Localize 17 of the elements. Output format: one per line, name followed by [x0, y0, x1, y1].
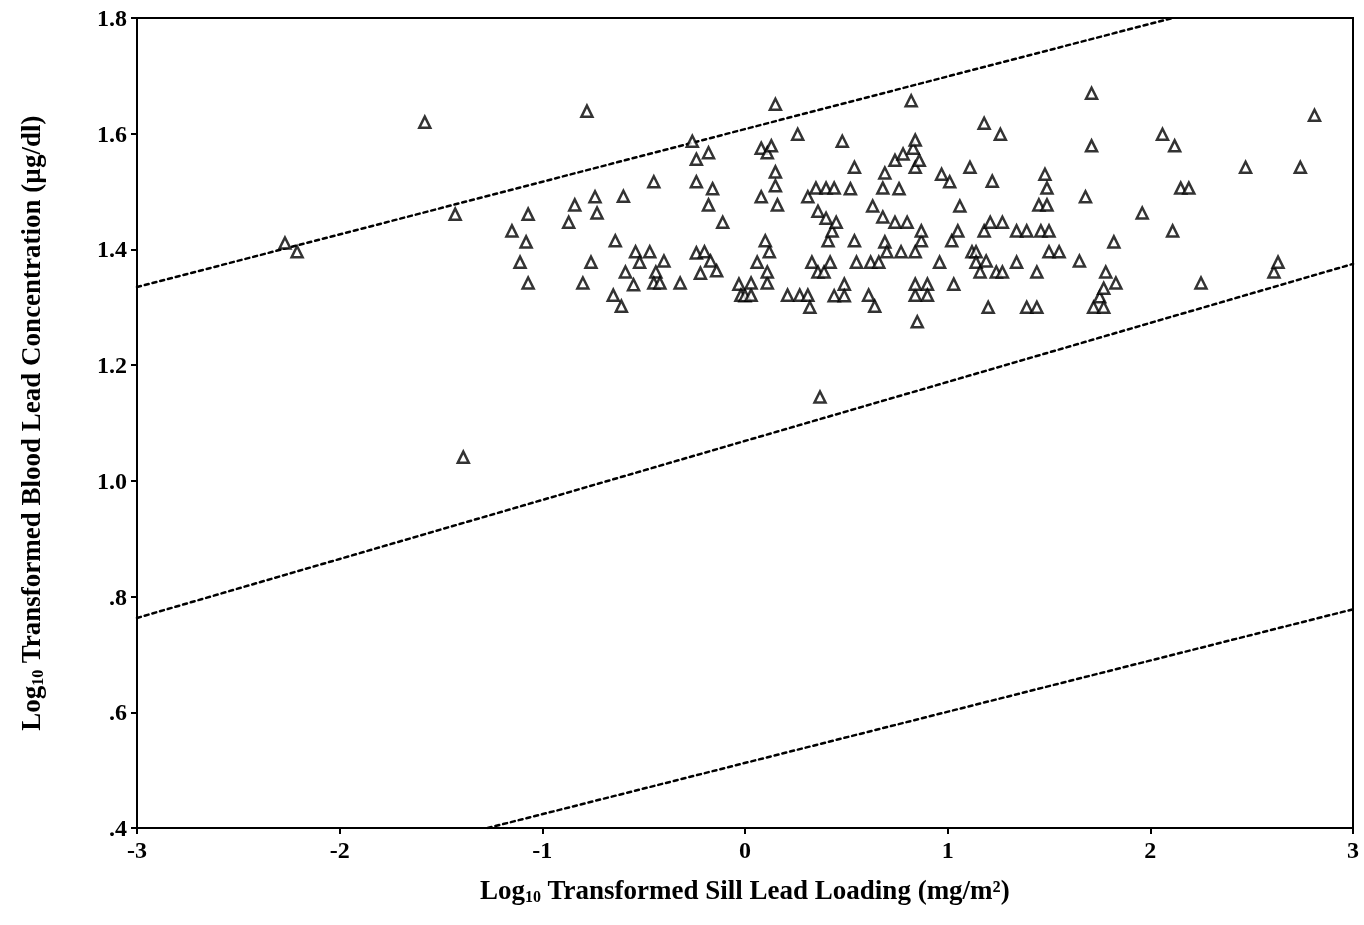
- x-tick-label: 0: [739, 837, 751, 863]
- x-tick-label: 3: [1347, 837, 1359, 863]
- y-tick-label: 1.2: [97, 352, 127, 379]
- y-tick-label: 1.6: [97, 120, 127, 147]
- x-tick-label: 2: [1144, 837, 1157, 863]
- x-tick-label: 1: [941, 837, 954, 863]
- y-tick-label: .6: [109, 699, 127, 726]
- y-tick-label: .8: [109, 583, 127, 610]
- y-tick-label: 1.8: [97, 5, 127, 31]
- x-tick-label: -2: [329, 837, 350, 863]
- y-tick-label: .4: [109, 815, 127, 841]
- y-tick-label: 1.4: [97, 236, 127, 263]
- x-tick-label: -3: [127, 837, 147, 863]
- y-axis-title: Log10 Transformed Blood Lead Concentration (µg/dl): [16, 115, 46, 731]
- y-tick-label: 1.0: [97, 467, 127, 494]
- x-axis-title: Log10 Transformed Sill Lead Loading (mg/m²): [480, 875, 1010, 905]
- x-tick-label: -1: [532, 837, 553, 863]
